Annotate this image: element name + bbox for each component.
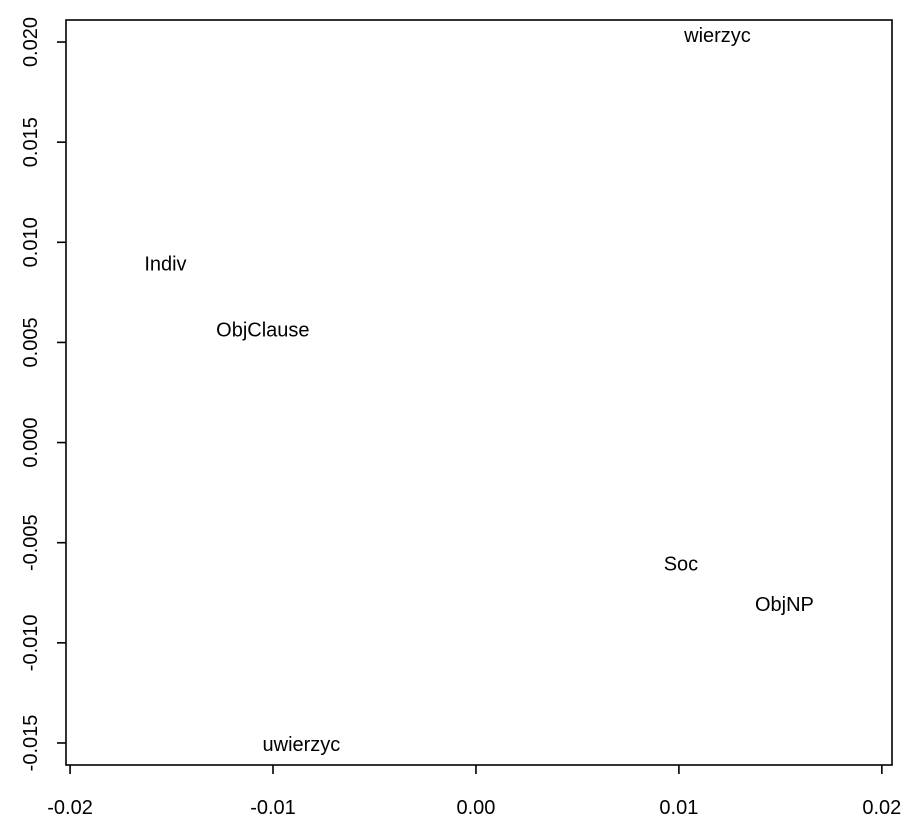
point-label: uwierzyc [263, 734, 341, 756]
y-tick-label: -0.015 [20, 715, 42, 772]
y-tick-label: 0.015 [20, 117, 42, 167]
x-tick-label: 0.01 [659, 797, 698, 819]
x-tick-label: 0.00 [456, 797, 495, 819]
y-tick-label: 0.010 [20, 217, 42, 267]
y-axis: -0.015 -0.010 -0.005 0.000 0.005 0.010 0.015 0.… [20, 17, 66, 771]
y-tick-label: 0.020 [20, 17, 42, 67]
plot-frame [65, 19, 893, 766]
x-tick-label: -0.01 [250, 797, 296, 819]
y-tick-label: -0.005 [20, 514, 42, 571]
x-tick-label: 0.02 [862, 797, 901, 819]
x-tick-label: -0.02 [47, 797, 93, 819]
x-axis: -0.02 -0.01 0.00 0.01 0.02 [47, 765, 901, 819]
point-label: Soc [664, 554, 698, 576]
y-tick-label: 0.005 [20, 317, 42, 367]
point-label: Indiv [144, 253, 186, 275]
point-labels: wierzyc Indiv ObjClause Soc ObjNP uwierzyc [144, 25, 814, 756]
point-label: wierzyc [683, 25, 751, 47]
y-tick-label: -0.010 [20, 614, 42, 671]
point-label: ObjClause [216, 319, 309, 341]
y-tick-label: 0.000 [20, 418, 42, 468]
point-label: ObjNP [755, 594, 814, 616]
